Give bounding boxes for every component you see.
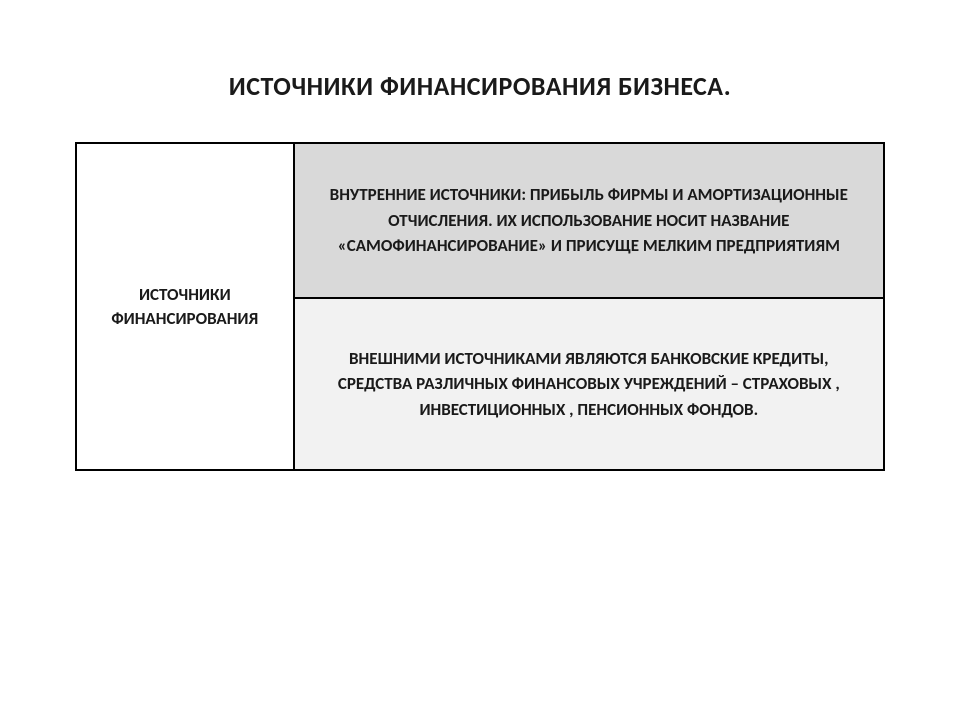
left-category-label: ИСТОЧНИКИ ФИНАНСИРОВАНИЯ [87,283,283,331]
right-column: ВНУТРЕННИЕ ИСТОЧНИКИ: ПРИБЫЛЬ ФИРМЫ И АМ… [295,144,883,469]
internal-sources-cell: ВНУТРЕННИЕ ИСТОЧНИКИ: ПРИБЫЛЬ ФИРМЫ И АМ… [295,144,883,299]
page-title: ИСТОЧНИКИ ФИНАНСИРОВАНИЯ БИЗНЕСА. [75,70,885,102]
external-sources-cell: ВНЕШНИМИ ИСТОЧНИКАМИ ЯВЛЯЮТСЯ БАНКОВСКИЕ… [295,299,883,469]
internal-sources-text: ВНУТРЕННИЕ ИСТОЧНИКИ: ПРИБЫЛЬ ФИРМЫ И АМ… [330,182,848,259]
left-category-cell: ИСТОЧНИКИ ФИНАНСИРОВАНИЯ [77,144,295,469]
external-sources-text: ВНЕШНИМИ ИСТОЧНИКАМИ ЯВЛЯЮТСЯ БАНКОВСКИЕ… [325,346,853,423]
sources-table: ИСТОЧНИКИ ФИНАНСИРОВАНИЯ ВНУТРЕННИЕ ИСТО… [75,142,885,471]
